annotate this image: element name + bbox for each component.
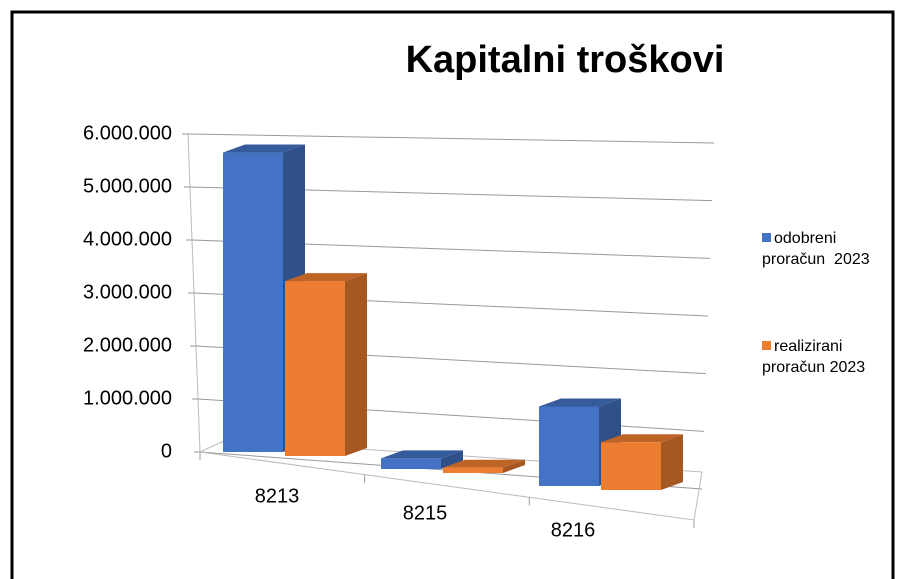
y-tick-label: 0 — [161, 440, 172, 462]
legend-swatch — [762, 233, 771, 242]
bar — [601, 434, 683, 490]
y-tick-label: 6.000.000 — [83, 122, 172, 144]
bar-front — [443, 467, 503, 473]
bar — [285, 273, 367, 456]
bar-side — [503, 459, 525, 473]
legend-swatch — [762, 341, 771, 350]
bar-front — [381, 458, 441, 469]
y-tick-label: 1.000.000 — [83, 387, 172, 409]
bar-front — [285, 281, 345, 456]
frame — [10, 10, 895, 579]
chart-title: Kapitalni troškovi — [406, 39, 725, 81]
bar — [443, 459, 525, 473]
legend-item: realizirani proračun 2023 — [762, 336, 902, 378]
y-tick-label: 5.000.000 — [83, 175, 172, 197]
x-tick-label: 8216 — [551, 519, 596, 541]
x-tick-label: 8213 — [255, 485, 300, 507]
bar-front — [601, 442, 661, 490]
bar-top — [285, 273, 367, 282]
legend-label: odobreni proračun 2023 — [762, 230, 870, 268]
bar-top — [601, 434, 683, 443]
bar-front — [539, 406, 599, 486]
y-tick-label: 3.000.000 — [83, 281, 172, 303]
bar-top — [539, 398, 621, 407]
grid-line — [187, 133, 715, 144]
bar — [381, 450, 463, 469]
bar-side — [345, 273, 367, 456]
bar-side — [441, 450, 463, 469]
legend-label: realizirani proračun 2023 — [762, 338, 866, 376]
legend-item: odobreni proračun 2023 — [762, 228, 902, 270]
bar-top — [223, 144, 305, 153]
x-tick-label: 8215 — [403, 502, 448, 524]
y-tick-label: 2.000.000 — [83, 334, 172, 356]
bar-top — [443, 459, 525, 468]
y-tick-label: 4.000.000 — [83, 228, 172, 250]
bar-front — [223, 152, 283, 453]
bar-side — [661, 434, 683, 490]
bar-top — [381, 450, 463, 459]
bar — [539, 398, 621, 486]
